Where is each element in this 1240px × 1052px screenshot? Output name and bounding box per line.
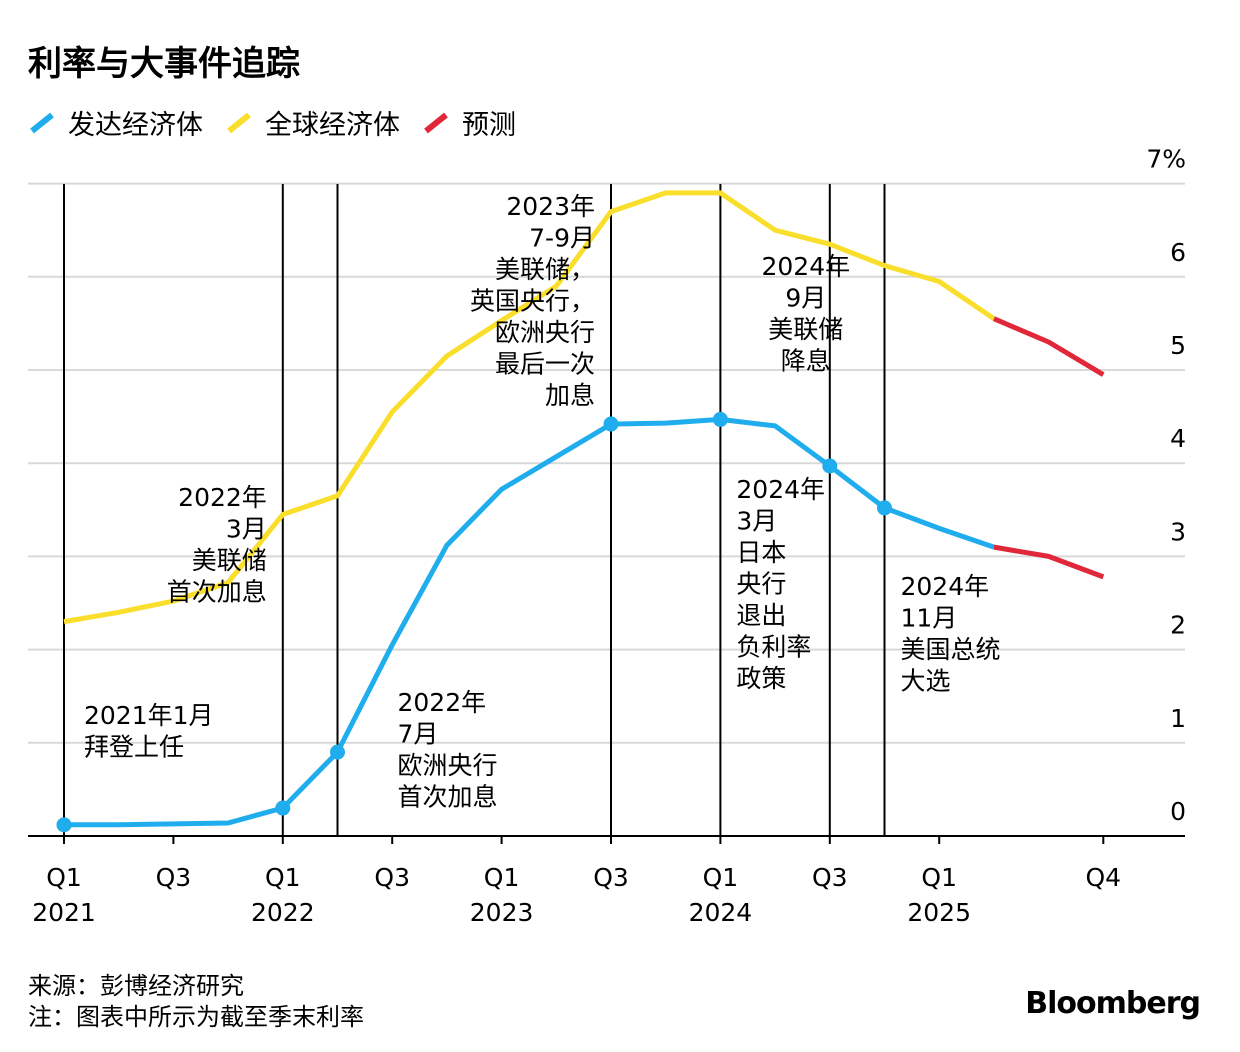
event-annotation-line: 政策	[736, 664, 786, 693]
event-annotation-line: 3月	[226, 515, 267, 544]
data-point	[56, 817, 72, 833]
y-tick-label: 7%	[1146, 145, 1186, 174]
event-annotation-line: 美国总统	[901, 635, 1001, 664]
y-tick-label: 4	[1170, 424, 1186, 453]
event-annotation-line: 退出	[736, 601, 786, 630]
legend-item-global: 全球经济体	[225, 103, 400, 142]
event-annotation-line: 最后一次	[495, 350, 595, 379]
legend-swatch-global	[227, 112, 251, 134]
data-point	[330, 744, 345, 760]
x-tick-label: Q3	[374, 863, 410, 892]
x-tick-label: Q1	[703, 863, 739, 892]
series-line-global	[63, 190, 996, 625]
event-annotation-line: 首次加息	[167, 578, 267, 607]
x-tick-year-label: 2021	[32, 898, 96, 927]
y-tick-label: 6	[1170, 238, 1186, 267]
event-annotation-line: 11月	[901, 604, 958, 633]
legend-line-global	[227, 112, 251, 134]
event-annotation-line: 大选	[901, 667, 951, 696]
chart-title: 利率与大事件追踪	[28, 44, 300, 84]
legend-line-forecast	[424, 112, 448, 134]
y-tick-label: 5	[1170, 331, 1186, 360]
y-tick-label: 2	[1170, 611, 1186, 640]
event-annotation: 2024年 9月美联储降息	[761, 252, 850, 376]
x-tick-label: Q3	[156, 863, 192, 892]
legend-item-advanced: 发达经济体	[28, 103, 203, 142]
x-tick-label: Q3	[593, 863, 629, 892]
series-line-advanced	[64, 416, 995, 828]
event-annotation: 2024年 3月日本央行退出负利率政策	[736, 475, 825, 693]
event-annotation-line: 2024年	[761, 252, 850, 281]
legend-item-forecast: 预测	[422, 103, 516, 142]
event-annotation-line: 央行	[736, 570, 786, 599]
event-annotation-line: 9月	[785, 284, 826, 313]
forecast-line-global	[992, 316, 1105, 377]
event-annotation-line: 加息	[545, 381, 595, 410]
event-annotation-line: 美联储	[192, 546, 267, 575]
event-annotation-line: 7月	[398, 720, 439, 749]
legend-label-global: 全球经济体	[265, 109, 400, 141]
event-annotation-line: 降息	[781, 347, 831, 376]
y-tick-label: 1	[1170, 704, 1186, 733]
event-annotation-line: 2023年	[506, 192, 595, 221]
event-annotation-line: 2021年1月	[84, 701, 214, 730]
event-annotation: 2023年 7-9月美联储， 英国央行，欧洲央行最后一次加息	[470, 192, 595, 410]
legend-label-advanced: 发达经济体	[68, 109, 203, 141]
forecast-line-advanced	[993, 544, 1105, 580]
event-annotation: 2022年 3月美联储首次加息	[167, 483, 267, 607]
event-annotation-line: 3月	[736, 507, 777, 536]
event-annotation-line: 2024年	[901, 572, 990, 601]
y-tick-label: 0	[1170, 797, 1186, 826]
data-point	[275, 800, 291, 816]
x-tick-label: Q3	[812, 863, 848, 892]
event-annotation-line: 2024年	[736, 475, 825, 504]
event-annotation-line: 7-9月	[529, 224, 595, 253]
legend-swatch-advanced	[30, 112, 54, 134]
data-point	[822, 458, 838, 474]
x-tick-label: Q1	[921, 863, 957, 892]
event-annotation-line: 首次加息	[398, 783, 498, 812]
x-tick-label: Q1	[484, 863, 520, 892]
data-point	[877, 500, 892, 516]
event-annotation-line: 2022年	[398, 688, 487, 717]
event-annotation-line: 日本	[736, 538, 786, 567]
footnote: 注：图表中所示为截至季末利率	[28, 1003, 364, 1031]
legend: 发达经济体 全球经济体 预测	[28, 103, 516, 142]
event-annotation-line: 美联储，	[495, 255, 595, 284]
source-note: 来源：彭博经济研究	[28, 972, 244, 1000]
event-annotation-line: 美联储	[768, 315, 843, 344]
event-annotation-line: 2022年	[178, 483, 267, 512]
bloomberg-logo: Bloomberg	[1025, 986, 1201, 1021]
x-tick-label: Q1	[46, 863, 82, 892]
x-tick-label: Q4	[1086, 863, 1122, 892]
x-tick-label: Q1	[265, 863, 301, 892]
event-annotation-line: 英国央行，	[470, 287, 595, 316]
event-annotation: 2024年 11月美国总统大选	[901, 572, 1001, 696]
data-point	[603, 416, 619, 432]
line-chart: 7% 6 5 4 3 2 1 0 Q1 2021 Q3 Q1 2022 Q3 Q1 2023 Q3 Q1 2024 Q…	[28, 145, 1186, 927]
y-tick-label: 3	[1170, 517, 1186, 546]
x-tick-year-label: 2022	[251, 898, 315, 927]
x-tick-year-label: 2024	[689, 898, 753, 927]
data-point	[712, 411, 728, 427]
legend-label-forecast: 预测	[462, 109, 516, 141]
x-tick-year-label: 2023	[470, 898, 534, 927]
event-annotation-line: 负利率	[736, 633, 811, 662]
x-tick-year-label: 2025	[907, 898, 971, 927]
event-annotation-line: 欧洲央行	[398, 751, 498, 780]
event-annotation-line: 欧洲央行	[495, 318, 595, 347]
event-annotation: 2022年 7月欧洲央行首次加息	[398, 688, 498, 812]
event-annotation: 2021年1月拜登上任	[84, 701, 214, 762]
legend-swatch-forecast	[424, 112, 448, 134]
event-annotation-line: 拜登上任	[84, 733, 184, 762]
legend-line-advanced	[30, 112, 54, 134]
